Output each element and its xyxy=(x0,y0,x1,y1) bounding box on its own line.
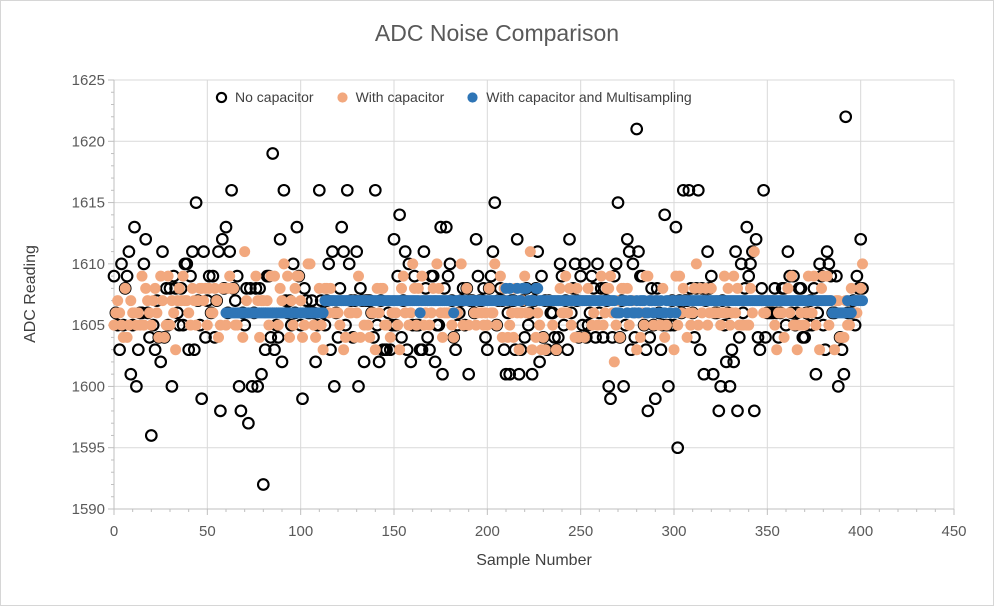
legend-item-with-capacitor[interactable]: With capacitor xyxy=(336,89,445,105)
x-tick-label: 200 xyxy=(475,523,500,540)
x-tick-label: 50 xyxy=(199,523,216,540)
x-tick-label: 450 xyxy=(941,523,966,540)
y-tick-label: 1600 xyxy=(72,378,105,395)
x-tick-label: 0 xyxy=(110,523,118,540)
y-tick-label: 1605 xyxy=(72,317,105,334)
y-tick-label: 1610 xyxy=(72,256,105,273)
legend-item-with-capacitor-multisampling[interactable]: With capacitor and Multisampling xyxy=(466,89,692,105)
x-tick-label: 250 xyxy=(568,523,593,540)
legend-label: With capacitor and Multisampling xyxy=(486,89,692,105)
filled-circle-icon xyxy=(467,91,478,103)
x-tick-label: 150 xyxy=(381,523,406,540)
y-tick-label: 1620 xyxy=(72,133,105,150)
open-circle-icon xyxy=(215,91,228,103)
legend: No capacitor With capacitor With capacit… xyxy=(215,89,692,105)
y-tick-label: 1595 xyxy=(72,440,105,457)
legend-label: With capacitor xyxy=(355,89,445,105)
x-tick-label: 400 xyxy=(848,523,873,540)
y-tick-label: 1615 xyxy=(72,195,105,212)
legend-item-no-capacitor[interactable]: No capacitor xyxy=(215,89,314,105)
y-tick-label: 1590 xyxy=(72,501,105,518)
legend-label: No capacitor xyxy=(235,89,314,105)
y-axis-title: ADC Reading xyxy=(22,245,39,343)
filled-circle-icon xyxy=(336,91,348,103)
y-tick-label: 1625 xyxy=(72,72,105,89)
x-tick-label: 300 xyxy=(661,523,686,540)
series-with-capacitor-and-multisampling xyxy=(220,282,868,319)
x-tick-label: 350 xyxy=(755,523,780,540)
chart-title: ADC Noise Comparison xyxy=(374,20,620,46)
x-axis-title: Sample Number xyxy=(476,552,592,569)
x-tick-label: 100 xyxy=(288,523,313,540)
